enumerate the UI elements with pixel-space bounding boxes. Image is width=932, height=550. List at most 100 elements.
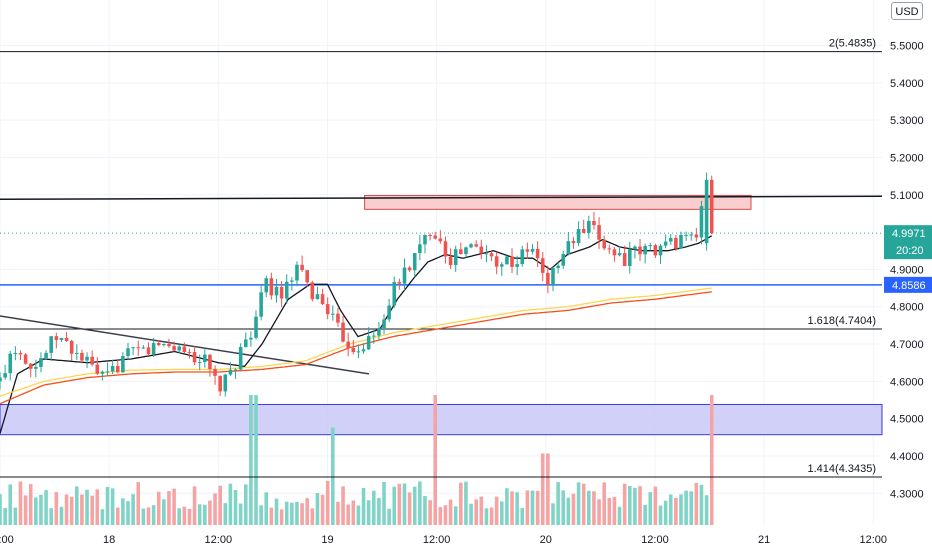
candle-body [254,316,258,338]
volume-bar [515,492,519,525]
candle-body [290,280,294,282]
candle-body [571,241,576,244]
volume-bar [141,508,146,525]
x-tick-label: 18 [103,534,115,546]
volume-bar [392,486,397,525]
candle-body [141,347,146,349]
candle-body [505,256,509,265]
volume-bar [95,489,100,525]
volume-bar [464,481,468,525]
candle-body [520,249,525,265]
volume-bar [310,508,315,525]
candle-body [346,341,350,349]
y-tick-label: 4.5000 [890,414,924,426]
candle-body [648,245,653,247]
ma-red-line [0,291,712,405]
candle-body [228,369,233,375]
volume-bar [668,494,673,525]
volume-bar [0,494,2,525]
volume-bar [356,505,361,525]
resistance-line [0,195,883,201]
y-tick-label: 5.1000 [890,190,924,202]
candle-body [535,248,540,259]
candle-body [658,245,663,256]
volume-bar [197,504,202,525]
volume-bar [571,493,576,525]
candle-body [433,235,438,239]
volume-bar [607,498,612,525]
candle-body [453,249,458,266]
candle-body [121,356,125,373]
time-axis[interactable]: 12:00 18 12:00 19 12:00 20 12:00 21 12:00 [0,534,887,546]
volume-bar [622,483,627,525]
y-tick-label: 4.4000 [890,451,924,463]
candle-body [54,336,59,340]
candle-body [167,344,171,347]
fib-label: 1.414(4.3435) [808,463,877,475]
currency-badge[interactable]: USD [891,2,923,20]
price-axis[interactable]: 5.5000 5.4000 5.3000 5.2000 5.1000 4.9000 4.80… [890,41,924,501]
volume-bar [44,490,48,525]
candle-body [115,365,120,373]
volume-bar [249,395,253,525]
volume-bar [8,484,13,525]
grid-lines [0,0,882,525]
price-labels: 4.9971 20:20 4.8586 [884,225,932,293]
candle-body [674,237,678,249]
volume-bar [699,484,704,525]
candle-body [218,375,222,392]
candle-body [612,249,617,256]
candle-body [361,349,366,352]
x-tick-label: 19 [321,534,333,546]
candle-body [587,221,591,233]
candle-body [172,346,176,351]
volume-bar [535,490,540,525]
candle-body [627,249,632,267]
marker-price-label: 4.8586 [892,280,926,292]
volume-bar [658,505,663,525]
candle-body [377,328,381,336]
candle-body [59,337,64,340]
candle-body [162,344,166,346]
volume-bar [233,490,238,525]
volume-bar [305,498,310,525]
volume-bar [284,501,289,525]
candle-body [556,265,560,268]
candle-body [156,342,161,346]
candle-body [617,253,622,256]
volume-bar [177,508,182,525]
candle-body [0,377,2,382]
volume-bar [336,501,340,525]
candle-body [305,270,310,283]
volume-bar [300,503,304,525]
x-tick-label: 21 [758,534,770,546]
volume-bar [279,509,284,525]
volume-bar [264,492,269,525]
candle-body [223,374,228,392]
candle-body [484,253,489,255]
volume-bar [315,493,320,525]
candle-body [90,356,94,365]
candle-body [638,246,642,255]
candle-body [566,241,571,254]
candle-body [34,366,38,369]
volume-bar [361,487,366,525]
zones-layer [0,195,883,436]
volume-bar [602,482,606,525]
volume-bar [627,486,632,525]
candle-body [407,267,412,271]
candle-body [494,256,499,267]
candle-body [402,267,407,284]
volume-bar [238,503,243,525]
candle-body [515,264,519,267]
candle-body [44,352,48,359]
volume-bar [49,508,53,525]
volume-bar [612,496,617,525]
volume-bar [243,484,248,525]
volume-bar [162,499,166,525]
x-tick-label: 20 [540,534,552,546]
trendlines-layer [0,195,883,375]
volume-bar [505,488,509,525]
volume-bar [418,481,422,525]
